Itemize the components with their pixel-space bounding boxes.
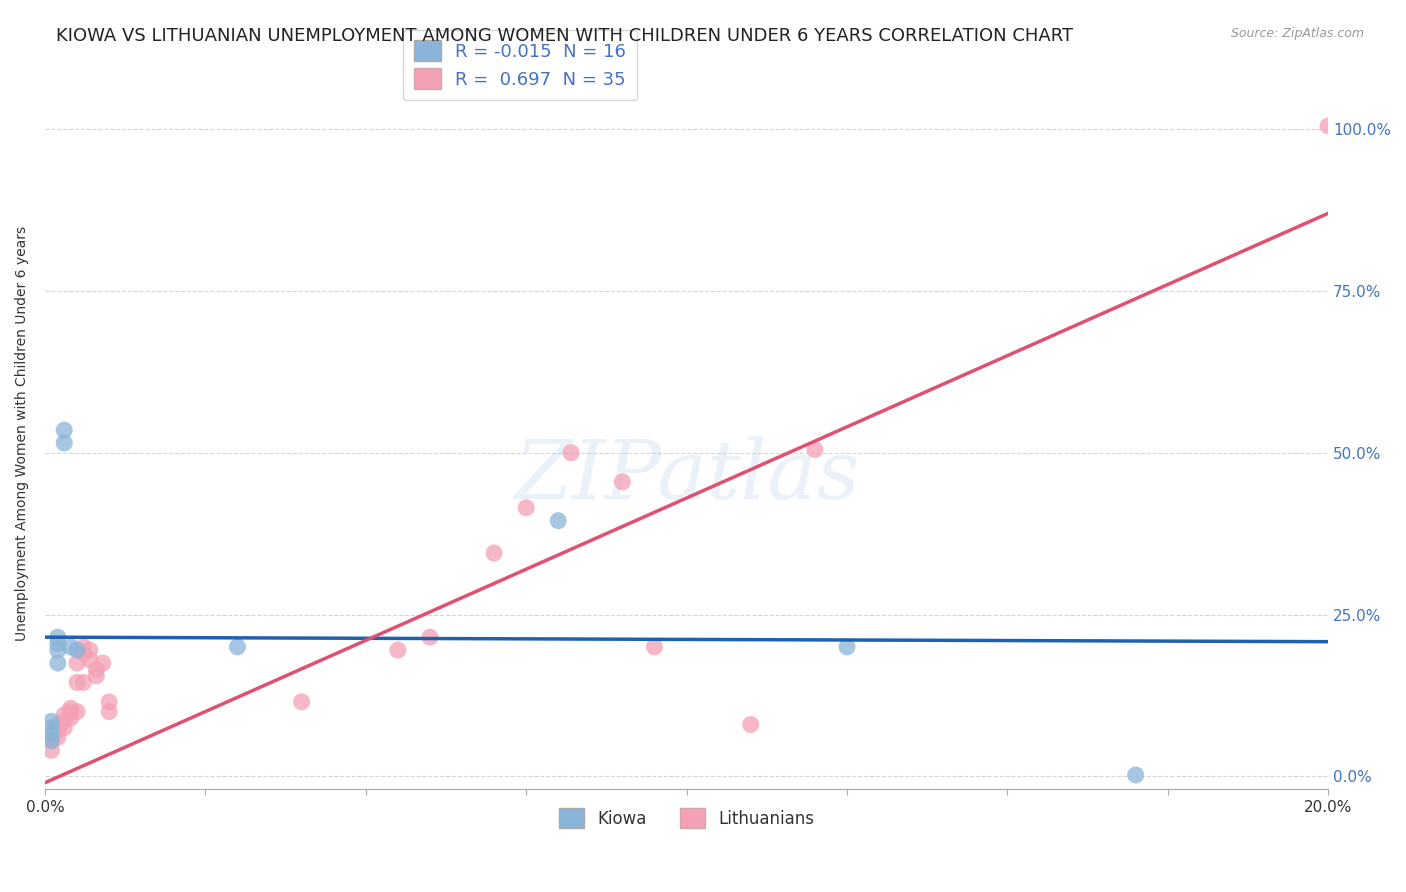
Point: [41, 727, 63, 741]
Point: [46, 731, 69, 745]
Point: [66, 656, 89, 670]
Point: [91, 656, 114, 670]
Point: [79, 653, 101, 667]
Point: [804, 442, 827, 457]
Point: [41, 733, 63, 747]
Point: [66, 643, 89, 657]
Point: [291, 695, 314, 709]
Point: [835, 640, 858, 654]
Legend: Kiowa, Lithuanians: Kiowa, Lithuanians: [553, 802, 821, 834]
Point: [41, 733, 63, 747]
Point: [482, 546, 505, 560]
Point: [72, 646, 94, 660]
Point: [84, 663, 107, 677]
Point: [46, 630, 69, 644]
Point: [98, 695, 121, 709]
Point: [41, 743, 63, 757]
Text: ZIPatlas: ZIPatlas: [513, 436, 859, 516]
Point: [387, 643, 409, 657]
Point: [98, 705, 121, 719]
Point: [84, 669, 107, 683]
Point: [72, 675, 94, 690]
Point: [226, 640, 249, 654]
Point: [59, 701, 82, 715]
Point: [515, 500, 537, 515]
Point: [59, 711, 82, 725]
Point: [46, 656, 69, 670]
Point: [46, 723, 69, 738]
Text: Source: ZipAtlas.com: Source: ZipAtlas.com: [1230, 27, 1364, 40]
Point: [612, 475, 634, 489]
Point: [53, 714, 76, 729]
Point: [46, 643, 69, 657]
Point: [53, 721, 76, 735]
Point: [41, 721, 63, 735]
Point: [53, 423, 76, 437]
Point: [53, 707, 76, 722]
Point: [72, 640, 94, 654]
Point: [1317, 119, 1340, 133]
Point: [59, 705, 82, 719]
Point: [1125, 768, 1147, 782]
Point: [46, 637, 69, 651]
Point: [41, 714, 63, 729]
Point: [66, 705, 89, 719]
Point: [419, 630, 441, 644]
Point: [643, 640, 665, 654]
Text: KIOWA VS LITHUANIAN UNEMPLOYMENT AMONG WOMEN WITH CHILDREN UNDER 6 YEARS CORRELA: KIOWA VS LITHUANIAN UNEMPLOYMENT AMONG W…: [56, 27, 1073, 45]
Point: [547, 514, 569, 528]
Point: [560, 446, 582, 460]
Point: [53, 436, 76, 450]
Point: [79, 643, 101, 657]
Point: [66, 675, 89, 690]
Point: [740, 717, 762, 731]
Y-axis label: Unemployment Among Women with Children Under 6 years: Unemployment Among Women with Children U…: [15, 226, 30, 640]
Point: [46, 717, 69, 731]
Point: [59, 640, 82, 654]
